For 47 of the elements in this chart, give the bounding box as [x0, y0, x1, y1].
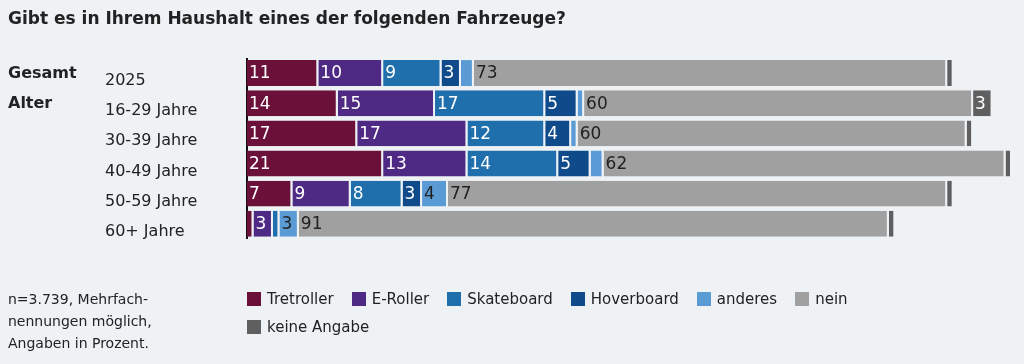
legend-label: Hoverboard	[590, 290, 679, 308]
data-label: 91	[300, 213, 323, 234]
legend-label: E-Roller	[371, 290, 430, 308]
data-label: 14	[249, 92, 271, 113]
data-label: 15	[339, 92, 362, 113]
data-label: 17	[359, 122, 381, 143]
y-tick-label: 2025	[105, 70, 146, 90]
data-label: 3	[443, 62, 455, 83]
data-label: 5	[560, 152, 572, 173]
legend-label: Tretroller	[267, 290, 334, 308]
legend-label: keine Angabe	[267, 318, 370, 336]
data-label: 11	[249, 62, 271, 83]
data-label: 17	[437, 92, 459, 113]
legend-label: nein	[815, 290, 848, 308]
data-label: 77	[449, 183, 472, 204]
data-label: 62	[605, 152, 628, 173]
data-label: 21	[249, 152, 271, 173]
data-label: 9	[294, 183, 306, 204]
y-tick-label: 16-29 Jahre	[105, 100, 198, 120]
data-label: 14	[469, 152, 492, 173]
y-tick-label: 60+ Jahre	[105, 220, 185, 240]
data-label: 7	[249, 183, 260, 204]
data-label: 17	[249, 122, 271, 143]
data-label: 60	[579, 122, 602, 143]
y-tick-label: 50-59 Jahre	[105, 190, 198, 210]
data-label: 8	[352, 183, 364, 204]
text: Gesamt	[8, 63, 77, 83]
data-label: 13	[385, 152, 407, 173]
data-label: 73	[475, 62, 498, 83]
data-label: 3	[975, 92, 986, 113]
data-label: 4	[547, 122, 559, 143]
legend-label: anderes	[716, 290, 778, 308]
text: Alter	[8, 93, 53, 113]
data-label: 10	[320, 62, 342, 83]
data-label: 60	[586, 92, 608, 113]
data-label: 3	[255, 213, 267, 234]
legend-label: Skateboard	[467, 290, 553, 308]
data-label: 12	[469, 122, 492, 143]
data-label: 3	[281, 213, 293, 234]
y-tick-label: 30-39 Jahre	[105, 130, 198, 150]
data-label: 9	[385, 62, 396, 83]
data-label: 4	[424, 183, 435, 204]
data-label: 3	[404, 183, 416, 204]
y-tick-label: 40-49 Jahre	[105, 160, 198, 180]
data-label: 5	[547, 92, 559, 113]
chart-title: Gibt es in Ihrem Haushalt eines der folgenden Fahrzeuge?	[8, 8, 566, 28]
text: n=3.739, Mehrfach-nennungen möglich, Angaben in Prozent.	[8, 290, 153, 353]
